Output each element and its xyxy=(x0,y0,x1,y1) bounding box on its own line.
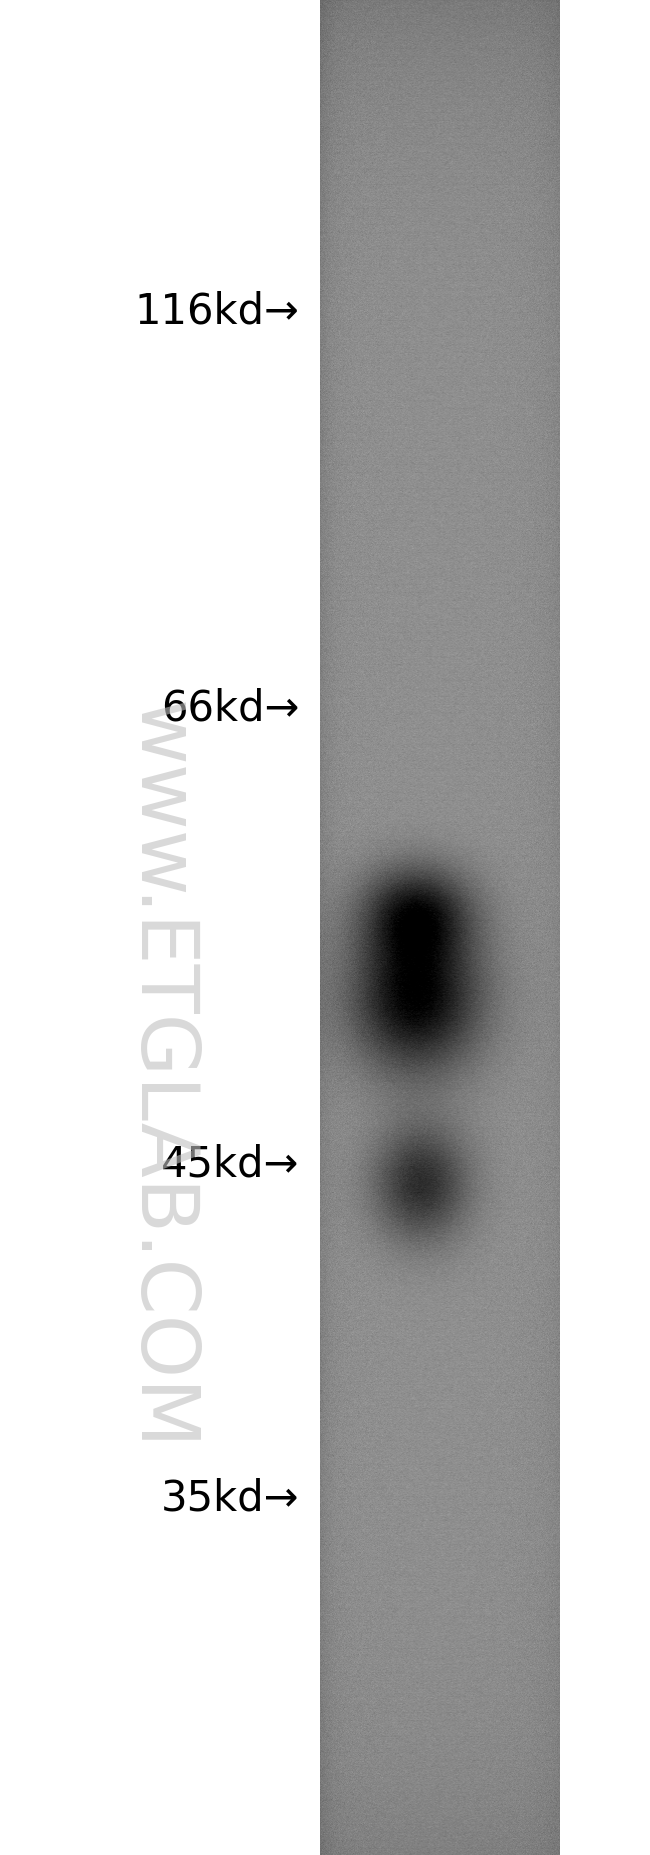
Text: 66kd→: 66kd→ xyxy=(161,688,299,729)
Bar xyxy=(560,0,650,1855)
Bar xyxy=(0,0,320,1855)
Text: www.ETGLAB.COM: www.ETGLAB.COM xyxy=(120,701,198,1451)
Text: 45kd→: 45kd→ xyxy=(161,1145,299,1185)
Text: 35kd→: 35kd→ xyxy=(161,1478,299,1519)
Text: 116kd→: 116kd→ xyxy=(134,291,299,332)
